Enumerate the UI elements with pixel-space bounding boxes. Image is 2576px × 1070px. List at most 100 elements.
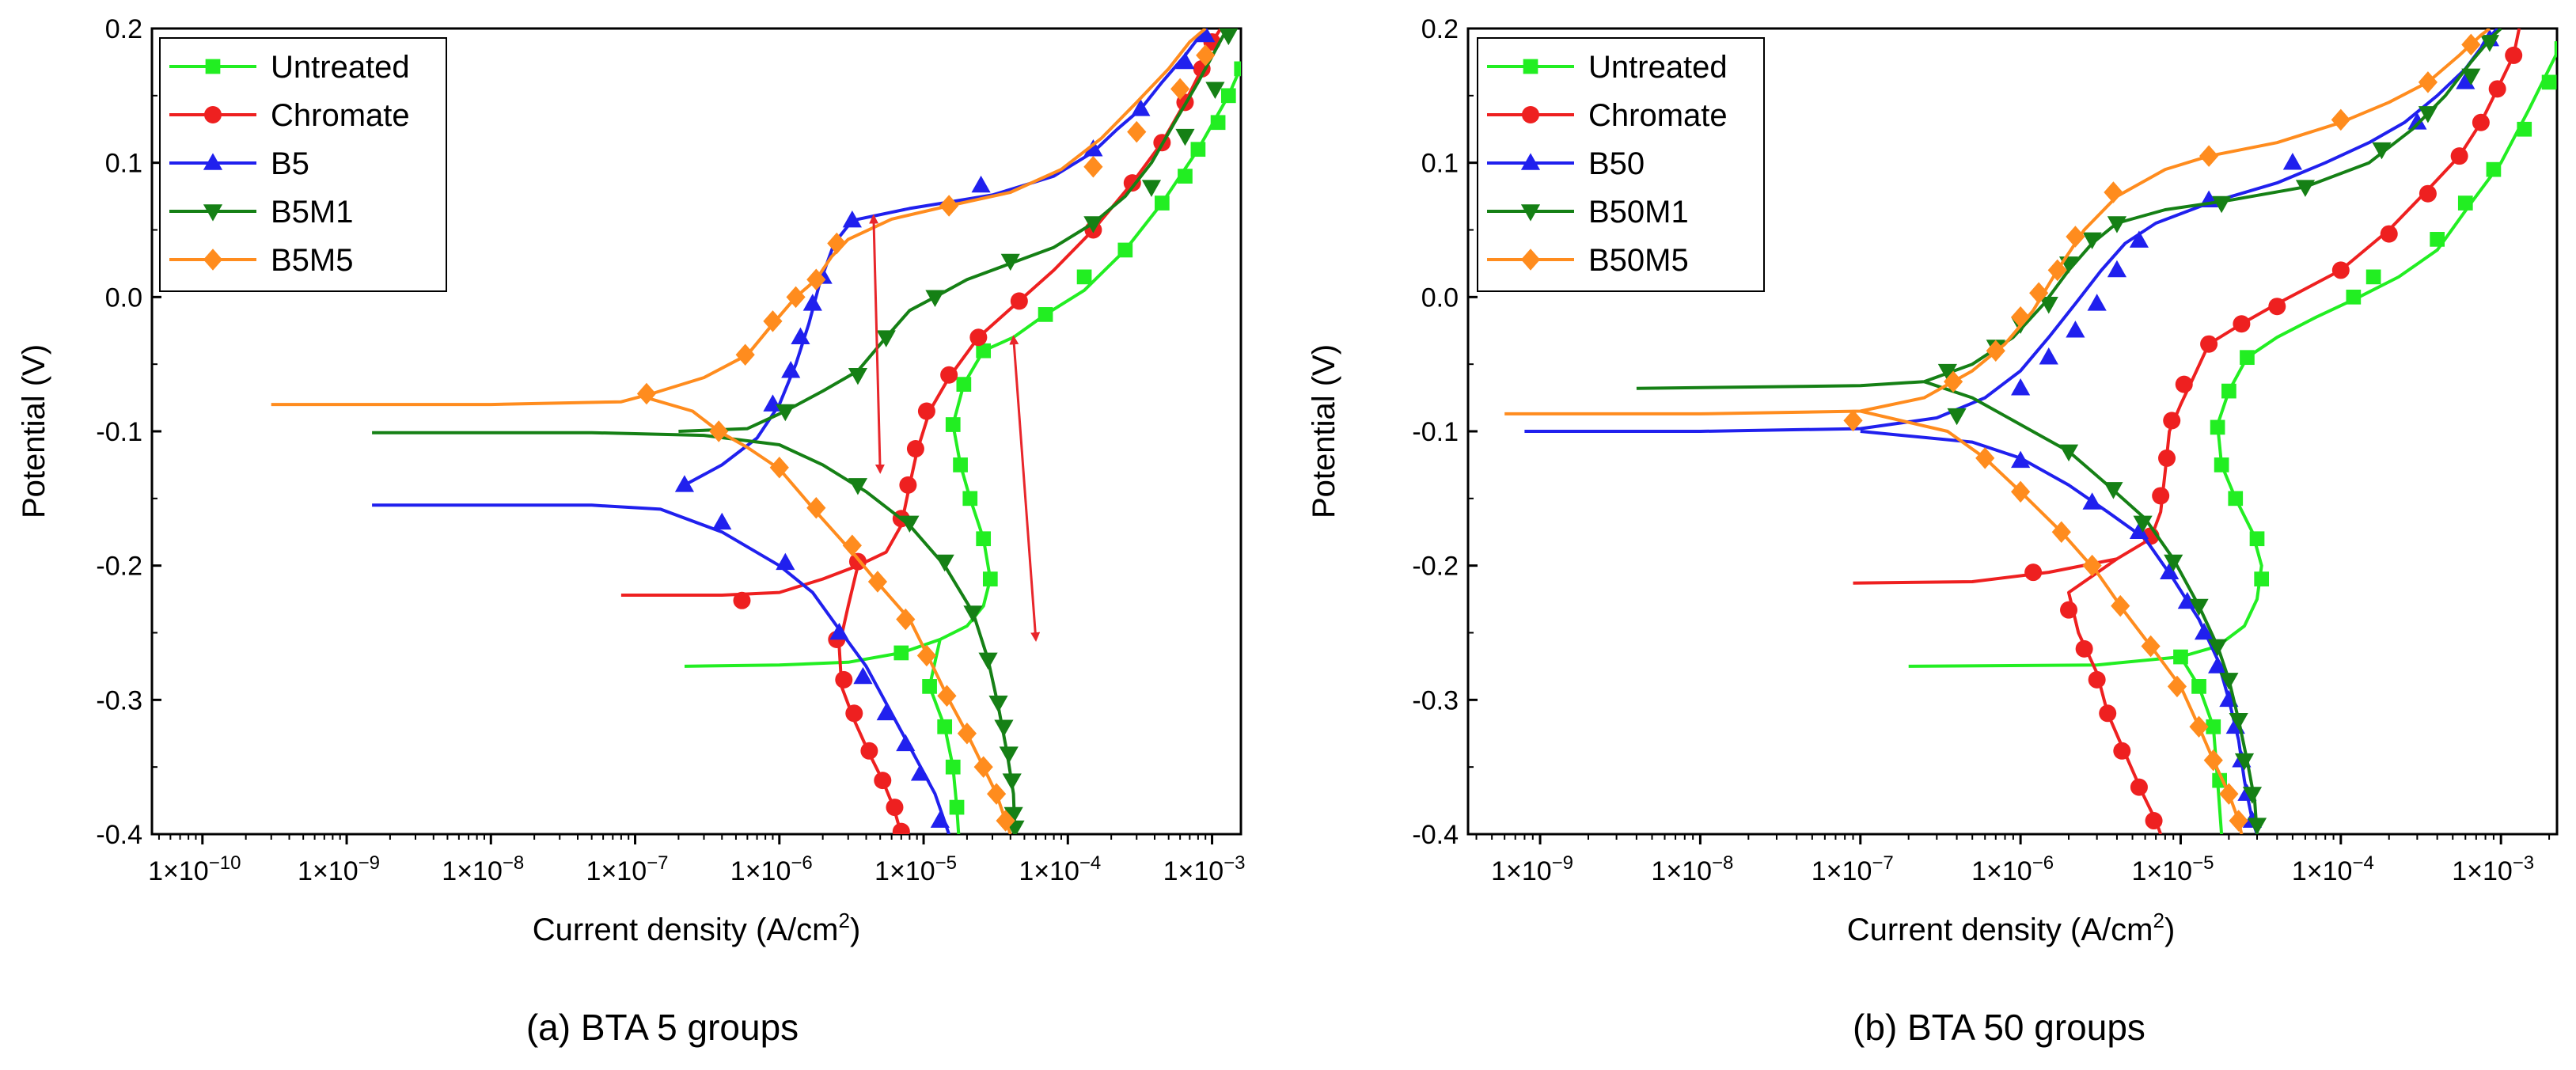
data-point-b50m1 xyxy=(2058,444,2079,462)
data-point-untreated xyxy=(962,491,978,507)
y-tick-label: -0.4 xyxy=(96,820,142,850)
data-point-b50 xyxy=(2129,230,2149,248)
data-point-untreated xyxy=(2221,383,2236,399)
x-axis-label-a-sup: 2 xyxy=(838,909,849,932)
chart-panel-b: -0.4-0.3-0.2-0.10.00.10.2 1×10−9 1×10−8 1×… xyxy=(1307,14,2559,1048)
chart-panel-a: -0.4-0.3-0.2-0.10.00.10.2 1×10−10 1×10−9 1… xyxy=(17,14,1257,1048)
data-point-chromate xyxy=(2060,601,2078,619)
data-point-b50m1 xyxy=(2372,142,2392,160)
data-point-untreated xyxy=(1242,41,1257,56)
data-point-chromate xyxy=(2163,412,2181,430)
data-point-untreated xyxy=(2206,719,2221,734)
data-point-chromate xyxy=(892,822,910,834)
y-tick-label: -0.3 xyxy=(96,685,142,715)
y-tick-label: -0.2 xyxy=(96,552,142,582)
data-point-b50 xyxy=(2039,347,2058,365)
data-point-b50m1 xyxy=(2247,818,2267,834)
data-point-b50m1 xyxy=(2082,232,2102,250)
data-point-chromate xyxy=(969,328,988,347)
caption-a: (a) BTA 5 groups xyxy=(526,1007,799,1048)
data-point-b5 xyxy=(791,327,810,345)
data-point-b5m1 xyxy=(935,554,954,572)
data-point-b50m5 xyxy=(2203,749,2223,772)
data-point-chromate xyxy=(2099,704,2117,723)
data-point-b50m5 xyxy=(2229,810,2248,832)
data-point-b5 xyxy=(674,475,695,492)
legend-label-chromate: Chromate xyxy=(271,98,410,133)
x-tick-label: 1×10−7 xyxy=(1812,852,1894,886)
data-point-untreated xyxy=(1154,195,1170,211)
data-point-untreated xyxy=(2430,232,2445,247)
y-tick-label: -0.3 xyxy=(1412,685,1459,715)
series-layer-a xyxy=(271,28,1257,834)
data-point-chromate xyxy=(733,591,751,609)
series-line-chromate-cathodic xyxy=(837,565,903,834)
data-point-chromate xyxy=(2472,113,2490,131)
x-tick-label: 1×10−9 xyxy=(1491,852,1573,886)
x-tick-label: 1×10−3 xyxy=(2452,852,2534,886)
data-point-chromate xyxy=(860,742,878,760)
legend-marker-chromate xyxy=(1522,106,1539,123)
data-point-chromate xyxy=(906,440,924,458)
legend-marker-b5m1 xyxy=(203,204,223,222)
data-point-b5m1 xyxy=(848,478,868,495)
data-point-b5m5 xyxy=(709,420,729,442)
legend-label-chromate: Chromate xyxy=(1588,98,1728,133)
data-point-b50 xyxy=(2129,522,2149,540)
data-point-chromate xyxy=(2175,375,2193,393)
data-point-b5m5 xyxy=(957,723,977,745)
data-point-b5m1 xyxy=(1175,128,1195,146)
data-point-chromate xyxy=(845,704,863,723)
data-point-b5m5 xyxy=(1170,78,1190,101)
series-line-b50-cathodic xyxy=(1860,430,2259,834)
data-point-chromate xyxy=(2152,487,2170,505)
x-tick-label: 1×10−8 xyxy=(442,852,524,886)
y-tick-label: 0.2 xyxy=(105,14,142,44)
annotation-layer-a xyxy=(869,214,1041,642)
data-point-untreated xyxy=(1038,307,1053,322)
data-point-b5m5 xyxy=(1083,156,1103,178)
data-point-chromate xyxy=(2450,147,2468,165)
data-point-b5m5 xyxy=(896,608,916,631)
double-arrow-annotation xyxy=(1009,335,1041,642)
data-point-b50m5 xyxy=(2141,635,2161,658)
legend-marker-untreated xyxy=(1523,59,1538,74)
data-point-b5m1 xyxy=(848,367,868,385)
data-point-chromate xyxy=(2331,261,2350,279)
x-tick-label: 1×10−7 xyxy=(586,852,669,886)
legend-marker-b50m5 xyxy=(1520,249,1541,271)
data-point-chromate xyxy=(835,670,853,689)
data-point-b5 xyxy=(910,764,931,781)
legend-marker-b50m1 xyxy=(1520,204,1541,222)
data-point-b50m5 xyxy=(2331,108,2350,131)
data-point-b5m1 xyxy=(963,605,983,623)
series-b50m1 xyxy=(1636,28,2502,834)
data-point-untreated xyxy=(1190,142,1206,157)
data-point-untreated xyxy=(2249,531,2265,547)
data-point-untreated xyxy=(2457,195,2473,211)
data-point-chromate xyxy=(886,799,904,817)
data-point-untreated xyxy=(2214,457,2229,472)
data-point-b50m1 xyxy=(1947,408,1967,426)
data-point-b50m5 xyxy=(2011,306,2031,328)
data-point-b5m1 xyxy=(1205,82,1225,99)
data-point-b50m1 xyxy=(2133,515,2153,533)
data-point-b50m1 xyxy=(2234,753,2255,771)
data-point-b5 xyxy=(930,810,950,828)
data-point-b5m5 xyxy=(827,232,847,255)
y-tick-label: -0.1 xyxy=(96,417,142,447)
data-point-b5m5 xyxy=(937,685,957,707)
series-untreated xyxy=(684,41,1257,834)
series-b5m1 xyxy=(372,28,1239,834)
data-point-b50 xyxy=(2177,591,2197,609)
series-b5m5 xyxy=(271,28,1216,834)
data-point-b5m5 xyxy=(987,783,1007,805)
data-point-b50m5 xyxy=(1986,340,2005,362)
data-point-b50 xyxy=(2087,294,2107,311)
data-point-b50m1 xyxy=(2229,712,2248,730)
legend-marker-b5 xyxy=(203,153,223,170)
y-tick-label: 0.0 xyxy=(1421,283,1459,313)
data-point-chromate xyxy=(2113,742,2131,760)
x-axis-ticks-b: 1×10−9 1×10−8 1×10−7 1×10−6 1×10−5 1×10−4 1×10… xyxy=(1475,834,2551,886)
data-point-untreated xyxy=(945,417,961,432)
